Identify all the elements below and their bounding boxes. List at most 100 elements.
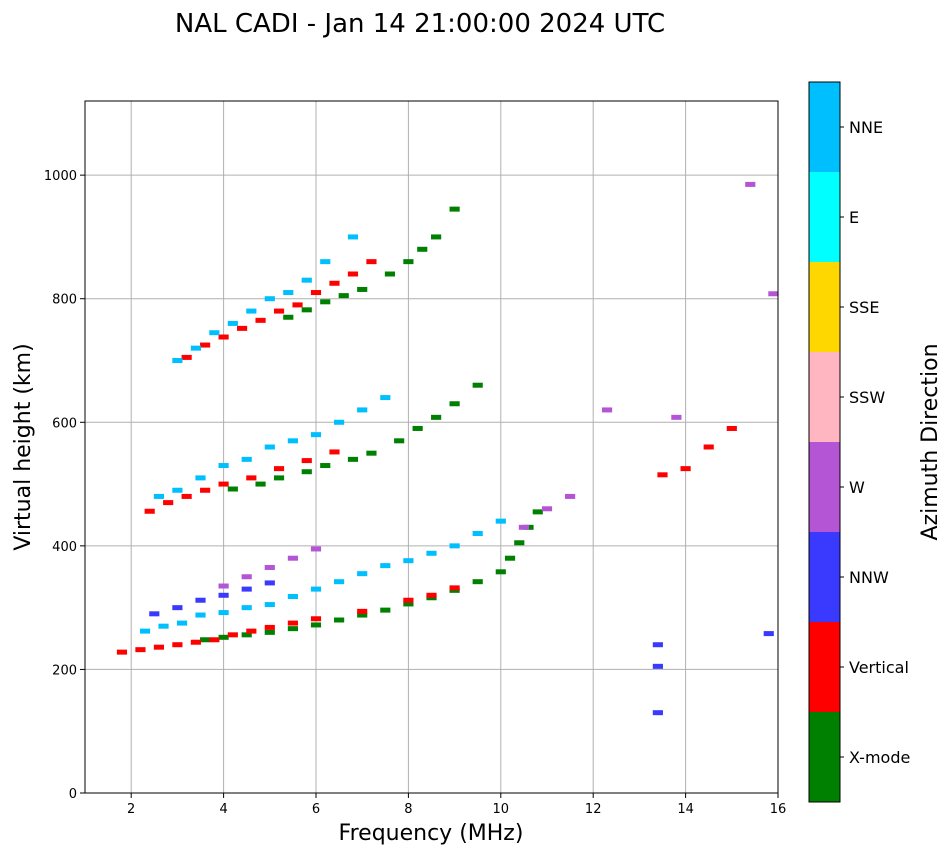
- echo-mark: [273, 466, 285, 472]
- echo-mark: [227, 486, 238, 492]
- echo-mark: [449, 401, 460, 407]
- data-marks: [116, 181, 779, 716]
- grid: [85, 101, 779, 794]
- x-tick-label: 8: [404, 802, 412, 817]
- x-tick-label: 4: [219, 802, 227, 817]
- echo-mark: [310, 622, 322, 628]
- colorbar-tick-label: Vertical: [849, 658, 909, 677]
- echo-mark: [195, 475, 206, 481]
- echo-mark: [209, 637, 220, 643]
- echo-mark: [403, 558, 414, 564]
- colorbar-tick-label: X-mode: [849, 748, 910, 767]
- echo-mark: [264, 296, 275, 302]
- echo-mark: [426, 550, 437, 556]
- echo-mark: [246, 308, 257, 314]
- echo-mark: [745, 181, 756, 187]
- echo-mark: [287, 555, 298, 561]
- echo-mark: [255, 317, 266, 323]
- echo-mark: [768, 291, 779, 297]
- echo-mark: [218, 634, 229, 640]
- echo-mark: [172, 358, 183, 363]
- echo-mark: [190, 639, 201, 645]
- echo-mark: [495, 518, 506, 524]
- colorbar-segment: [809, 532, 840, 622]
- echo-mark: [190, 345, 201, 351]
- colorbar-segment: [809, 82, 840, 172]
- echo-mark: [329, 449, 340, 455]
- echo-mark: [301, 277, 312, 283]
- echo-mark: [135, 647, 146, 653]
- y-tick-label: 0: [69, 787, 77, 802]
- echo-mark: [680, 466, 691, 472]
- echo-mark: [218, 463, 229, 469]
- echo-mark: [209, 330, 220, 336]
- echo-mark: [264, 629, 275, 635]
- x-tick-label: 14: [677, 802, 694, 817]
- echo-mark: [227, 320, 238, 326]
- echo-mark: [671, 414, 682, 420]
- echo-mark: [357, 286, 368, 292]
- echo-mark: [153, 644, 165, 650]
- echo-mark: [283, 314, 294, 320]
- echo-mark: [264, 580, 275, 586]
- echo-mark: [504, 555, 516, 561]
- echo-mark: [565, 493, 576, 499]
- echo-mark: [241, 632, 252, 638]
- echo-mark: [357, 407, 368, 413]
- echo-mark: [227, 632, 238, 638]
- echo-mark: [334, 617, 345, 623]
- echo-mark: [181, 493, 192, 499]
- echo-mark: [380, 607, 391, 613]
- echo-mark: [144, 508, 155, 514]
- echo-mark: [116, 649, 128, 655]
- echo-mark: [273, 475, 285, 481]
- echo-mark: [287, 620, 298, 626]
- echo-mark: [218, 583, 229, 589]
- colorbar-tick-label: SSW: [849, 388, 885, 407]
- x-tick-label: 6: [312, 802, 320, 817]
- echo-mark: [310, 616, 322, 622]
- echo-mark: [301, 458, 312, 464]
- echo-mark: [320, 259, 331, 265]
- echo-mark: [472, 382, 483, 388]
- echo-mark: [532, 509, 543, 515]
- echo-mark: [172, 642, 183, 648]
- x-tick-label: 16: [770, 802, 787, 817]
- y-tick-label: 800: [52, 293, 77, 308]
- echo-mark: [310, 290, 322, 296]
- echo-mark: [601, 407, 613, 413]
- echo-mark: [149, 611, 160, 617]
- echo-mark: [431, 234, 442, 240]
- echo-mark: [218, 610, 229, 616]
- echo-mark: [652, 710, 663, 716]
- x-tick-label: 10: [493, 802, 510, 817]
- echo-mark: [334, 419, 345, 425]
- echo-mark: [264, 444, 275, 450]
- echo-mark: [394, 438, 405, 444]
- echo-mark: [495, 569, 506, 575]
- y-tick-label: 600: [52, 416, 77, 431]
- echo-mark: [163, 500, 174, 506]
- colorbar-frame: [808, 81, 841, 803]
- echo-mark: [726, 425, 737, 431]
- colorbar-tick-label: NNE: [849, 118, 883, 137]
- echo-mark: [236, 325, 248, 331]
- colorbar-segment: [809, 352, 840, 442]
- echo-mark: [283, 290, 294, 296]
- echo-mark: [329, 280, 340, 286]
- x-tick-label: 12: [585, 802, 602, 817]
- plot-frame: [84, 100, 779, 794]
- echo-mark: [357, 571, 368, 577]
- colorbar-segment: [809, 622, 840, 712]
- colorbar-tick-label: W: [849, 478, 865, 497]
- y-tick-label: 200: [52, 663, 77, 678]
- echo-mark: [366, 259, 377, 265]
- echo-mark: [380, 395, 391, 401]
- y-tick-label: 400: [52, 540, 77, 555]
- echo-mark: [218, 334, 229, 340]
- echo-mark: [431, 414, 442, 420]
- echo-mark: [403, 259, 414, 265]
- x-tick-label: 2: [127, 802, 135, 817]
- echo-mark: [657, 472, 668, 478]
- echo-mark: [412, 425, 423, 431]
